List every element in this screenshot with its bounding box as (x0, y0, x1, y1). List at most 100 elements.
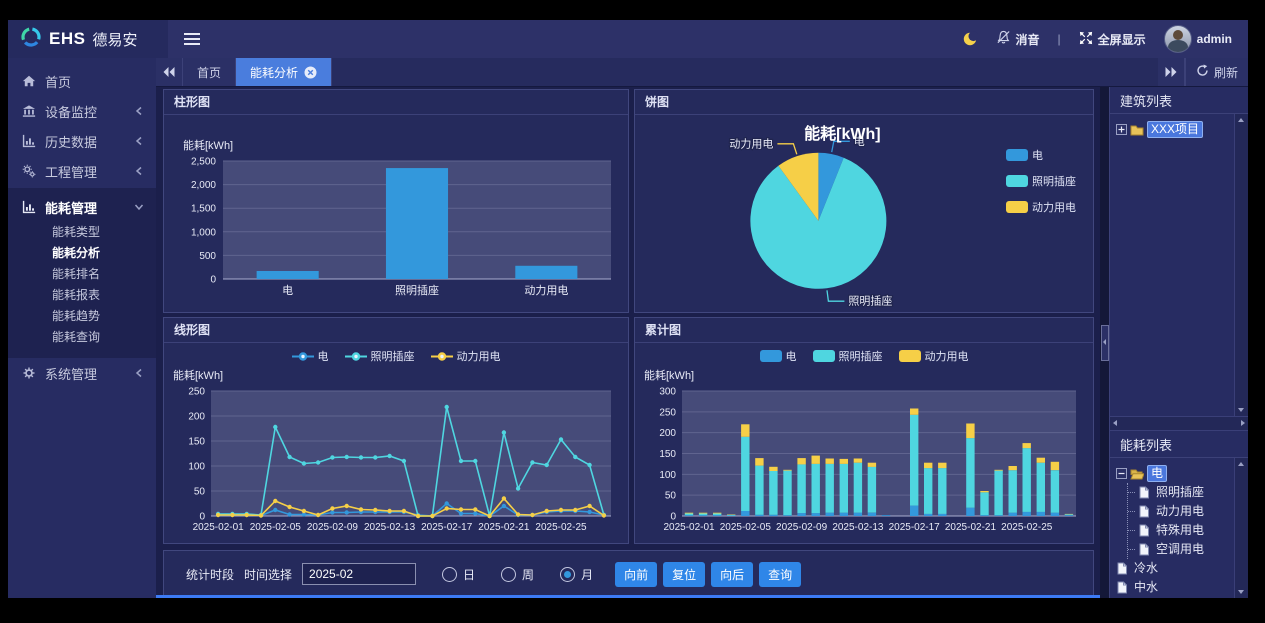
reset-button[interactable]: 复位 (663, 561, 706, 587)
legend-item-0[interactable]: 电 (759, 348, 797, 364)
legend-rect-marker-icon (898, 350, 921, 362)
sidebar-item-history-data[interactable]: 历史数据 (8, 126, 156, 156)
svg-text:200: 200 (188, 412, 205, 423)
radio-unchecked-icon (501, 566, 517, 582)
backward-button[interactable]: 向后 (711, 561, 754, 587)
legend-item-0[interactable]: 电 (291, 348, 329, 364)
sidebar-subitem-energy-type[interactable]: 能耗类型 (52, 225, 101, 239)
chart-legend: 电照明插座动力用电 (1006, 147, 1076, 215)
legend-item-2[interactable]: 动力用电 (1006, 199, 1076, 215)
refresh-label: 刷新 (1213, 65, 1238, 80)
right-panel-hscrollbar[interactable] (1110, 416, 1248, 431)
sidebar-item-device-monitor[interactable]: 设备监控 (8, 96, 156, 126)
tree-node-hvac-electricity[interactable]: 空调用电 (1128, 540, 1232, 559)
svg-text:1,500: 1,500 (191, 204, 216, 215)
svg-text:2,000: 2,000 (191, 180, 216, 191)
period-radio-day[interactable]: 日 (442, 566, 475, 583)
tab-energy-analysis[interactable]: 能耗分析 (236, 58, 333, 86)
sidebar-item-label: 首页 (45, 74, 72, 90)
svg-text:250: 250 (188, 387, 205, 398)
file-icon (1116, 562, 1128, 575)
tab-bar-filler (332, 58, 1158, 86)
username: admin (1196, 32, 1232, 46)
hamburger-menu-icon[interactable] (184, 33, 200, 45)
sidebar-item-energy-mgmt[interactable]: 能耗管理 (8, 192, 156, 222)
splitter-collapse-handle[interactable] (1101, 325, 1109, 361)
svg-text:150: 150 (659, 449, 676, 460)
radio-label: 月 (581, 567, 594, 582)
svg-text:2025-02-13: 2025-02-13 (832, 522, 884, 533)
tree-node-label: 特殊用电 (1156, 523, 1205, 537)
legend-item-2[interactable]: 动力用电 (898, 348, 969, 364)
tabs-scroll-left-button[interactable] (156, 58, 183, 86)
sidebar-subitem-energy-trend[interactable]: 能耗趋势 (52, 309, 101, 323)
line-chart-panel: 线形图 电 照明插座 动力用电 0 50 100 150 200 250 能耗[kWh] 2025-… (163, 317, 629, 544)
svg-text:1,000: 1,000 (191, 227, 216, 238)
time-picker-label: 时间选择 (244, 567, 293, 582)
tree-node-xxx-project[interactable]: XXX项目 (1116, 120, 1232, 139)
expand-plus-icon[interactable] (1116, 124, 1127, 135)
tree-node-electricity[interactable]: 电 (1116, 464, 1232, 483)
period-radio-month[interactable]: 月 (560, 566, 593, 583)
period-radio-group: 日周月 (442, 566, 593, 583)
svg-text:2025-02-25: 2025-02-25 (535, 522, 587, 533)
svg-text:2025-02-09: 2025-02-09 (776, 522, 828, 533)
refresh-button[interactable]: 刷新 (1184, 58, 1248, 86)
sidebar-subitem-energy-analysis[interactable]: 能耗分析 (52, 246, 101, 260)
tree-node-special-electricity[interactable]: 特殊用电 (1128, 521, 1232, 540)
legend-item-1[interactable]: 照明插座 (1006, 173, 1076, 189)
dark-mode-moon-icon[interactable] (962, 31, 978, 47)
tab-home[interactable]: 首页 (183, 58, 237, 86)
user-menu[interactable]: admin (1163, 25, 1232, 53)
chevron-down-icon (134, 202, 144, 212)
svg-text:能耗[kWh]: 能耗[kWh] (644, 368, 694, 382)
fullscreen-button[interactable]: 全屏显示 (1079, 31, 1146, 48)
legend-rect-marker-icon (1006, 149, 1028, 161)
legend-item-2[interactable]: 动力用电 (430, 348, 501, 364)
scroll-left-icon[interactable] (1113, 420, 1117, 426)
period-radio-week[interactable]: 周 (501, 566, 534, 583)
chevron-left-icon (134, 166, 144, 176)
horizontal-scrollbar[interactable] (156, 595, 1100, 598)
sidebar-item-project-mgmt[interactable]: 工程管理 (8, 156, 156, 186)
tab-label: 能耗分析 (250, 65, 299, 80)
tree-node-power-electricity[interactable]: 动力用电 (1128, 502, 1232, 521)
mute-button[interactable]: 消音 (996, 30, 1040, 48)
legend-label: 照明插座 (1032, 176, 1076, 188)
sidebar-subitem-energy-report[interactable]: 能耗报表 (52, 288, 101, 302)
energy-tree-scrollbar[interactable] (1234, 458, 1248, 598)
svg-text:动力用电: 动力用电 (524, 284, 568, 297)
stacked-chart: 电 照明插座 动力用电 0 50 100 150 200 250 300 能耗[kWh] 2025-0… (636, 343, 1092, 542)
forward-button[interactable]: 向前 (615, 561, 658, 587)
svg-text:500: 500 (199, 251, 216, 262)
svg-text:电: 电 (282, 284, 293, 297)
close-tab-icon[interactable] (304, 66, 317, 79)
svg-text:2025-02-17: 2025-02-17 (889, 522, 941, 533)
time-picker-input[interactable] (302, 563, 417, 585)
scroll-down-icon[interactable] (1238, 590, 1244, 594)
scroll-up-icon[interactable] (1238, 462, 1244, 466)
tree-node-cold-water[interactable]: 冷水 (1116, 559, 1232, 578)
legend-item-0[interactable]: 电 (1006, 147, 1076, 163)
svg-text:50: 50 (665, 491, 677, 502)
chart-icon (22, 200, 36, 214)
sidebar-subitem-energy-query[interactable]: 能耗查询 (52, 330, 101, 344)
sidebar-item-system-mgmt[interactable]: 系统管理 (8, 358, 156, 388)
building-tree-scrollbar[interactable] (1234, 114, 1248, 416)
query-button[interactable]: 查询 (759, 561, 802, 587)
sidebar-subitem-energy-ranking[interactable]: 能耗排名 (52, 267, 101, 281)
panel-title: 累计图 (635, 318, 1093, 343)
tree-node-lighting-socket[interactable]: 照明插座 (1128, 483, 1232, 502)
sidebar-item-label: 历史数据 (45, 134, 98, 150)
collapse-minus-icon[interactable] (1116, 468, 1127, 479)
legend-item-1[interactable]: 照明插座 (344, 348, 415, 364)
scroll-up-icon[interactable] (1238, 118, 1244, 122)
sidebar-group-energy-mgmt: 能耗管理能耗类型能耗分析能耗排名能耗报表能耗趋势能耗查询 (8, 188, 156, 358)
radio-label: 日 (463, 567, 476, 582)
scroll-down-icon[interactable] (1238, 408, 1244, 412)
sidebar-item-home[interactable]: 首页 (8, 66, 156, 96)
tabs-scroll-right-button[interactable] (1157, 58, 1185, 86)
tree-node-reclaimed-water[interactable]: 中水 (1116, 578, 1232, 597)
scroll-right-icon[interactable] (1241, 420, 1245, 426)
legend-item-1[interactable]: 照明插座 (812, 348, 883, 364)
